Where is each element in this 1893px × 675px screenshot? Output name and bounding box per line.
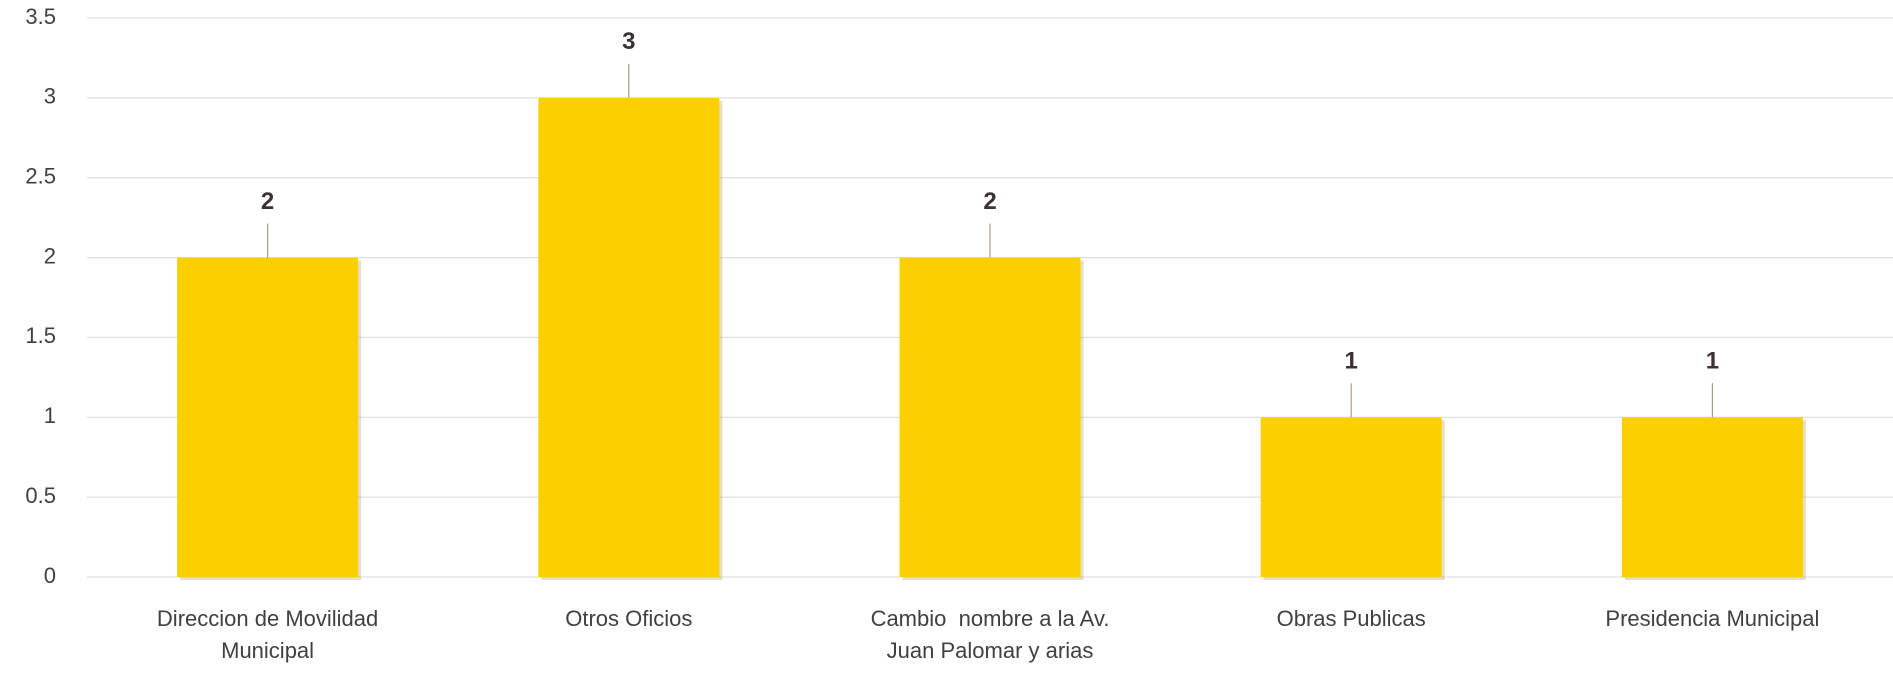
y-tick-label: 2 <box>44 243 56 268</box>
value-label: 3 <box>622 28 635 55</box>
x-tick-label: Presidencia Municipal <box>1605 606 1820 631</box>
bar <box>1260 417 1442 577</box>
bar <box>538 97 720 577</box>
bar <box>899 257 1081 577</box>
x-tick-label: Obras Publicas <box>1276 606 1426 631</box>
value-label: 1 <box>1345 348 1358 375</box>
y-tick-label: 0 <box>44 563 56 588</box>
value-label: 1 <box>1706 348 1719 375</box>
y-tick-label: 3.5 <box>25 4 56 29</box>
x-tick-label: Otros Oficios <box>565 606 693 631</box>
value-label: 2 <box>983 188 996 215</box>
bar <box>177 257 359 577</box>
y-tick-label: 1 <box>44 403 56 428</box>
y-tick-label: 2.5 <box>25 164 56 189</box>
y-tick-label: 1.5 <box>25 323 56 348</box>
x-tick-label: Direccion de Movilidad Municipal <box>156 606 385 663</box>
y-tick-label: 0.5 <box>25 483 56 508</box>
bar <box>1621 417 1803 577</box>
x-tick-label: Cambio nombre a la Av. Juan Palomar y ar… <box>870 606 1116 663</box>
y-tick-label: 3 <box>44 84 56 109</box>
value-label: 2 <box>261 188 274 215</box>
